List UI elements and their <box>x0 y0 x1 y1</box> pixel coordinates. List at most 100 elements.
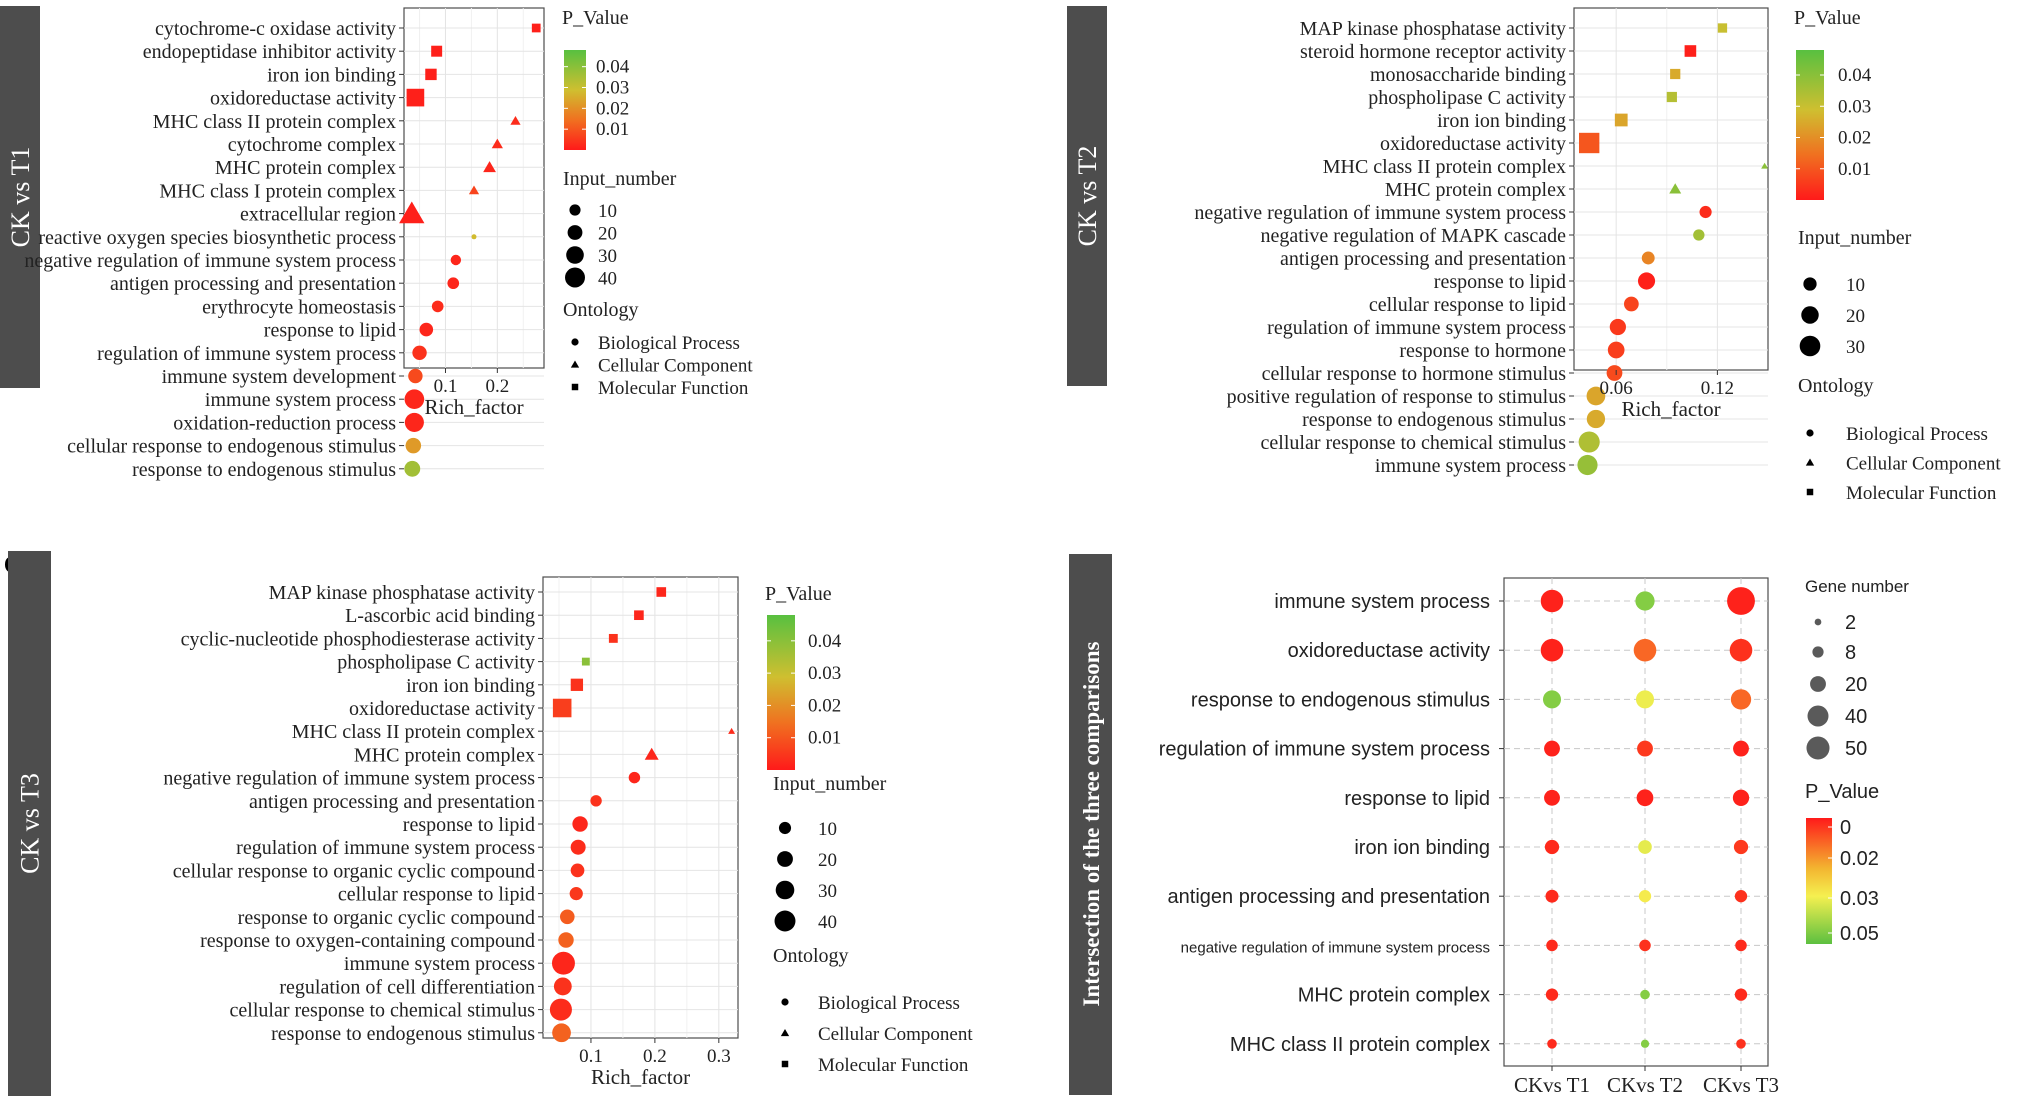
data-point <box>570 863 585 878</box>
x-axis-title: Rich_factor <box>1621 397 1720 421</box>
ontology-legend-title: Ontology <box>563 299 639 321</box>
panel-strip-label: Intersection of the three comparisons <box>1079 641 1104 1006</box>
term-label: monosaccharide binding <box>1370 64 1566 86</box>
data-point <box>1607 341 1625 359</box>
data-point <box>1669 183 1682 194</box>
data-point <box>552 1023 571 1043</box>
x-tick-label: 0.06 <box>1600 378 1633 399</box>
data-point <box>644 747 659 760</box>
data-point <box>1727 587 1755 615</box>
term-label: oxidoreductase activity <box>210 88 396 110</box>
term-label: positive regulation of response to stimu… <box>1227 386 1567 408</box>
data-point <box>1635 591 1655 611</box>
data-point <box>634 610 644 621</box>
data-point <box>1578 431 1600 453</box>
term-label: oxidation-reduction process <box>173 412 396 434</box>
size-legend-dot <box>1814 618 1822 626</box>
term-label: regulation of immune system process <box>97 343 396 365</box>
panel-strip <box>1069 554 1112 1095</box>
colorbar-tick-label: 0.03 <box>596 78 629 99</box>
data-point <box>1735 939 1747 952</box>
colorbar-tick-label: 0.04 <box>596 57 630 78</box>
colorbar-tick-label: 0.03 <box>1838 96 1871 117</box>
x-axis-title: Rich_factor <box>591 1065 690 1089</box>
term-label: iron ion binding <box>1437 110 1566 132</box>
term-label: MAP kinase phosphatase activity <box>1300 18 1566 40</box>
term-label: negative regulation of immune system pro… <box>163 768 535 790</box>
data-point <box>1586 386 1606 406</box>
p-value-colorbar <box>1806 818 1832 944</box>
x-tick-label: 0.2 <box>485 376 509 397</box>
colorbar-tick-label: 0.02 <box>808 695 841 716</box>
size-legend-dot <box>778 821 792 835</box>
colorbar-tick-label: 0.02 <box>1840 848 1879 870</box>
data-point <box>1734 890 1748 903</box>
size-legend-dot <box>1799 335 1821 357</box>
size-legend-label: 40 <box>1845 706 1867 728</box>
panel-strip <box>1067 6 1107 386</box>
term-label: response to endogenous stimulus <box>132 459 396 481</box>
term-label: immune system process <box>1274 591 1490 613</box>
size-legend-dot <box>566 246 584 264</box>
size-legend-label: 20 <box>1845 674 1867 696</box>
p-value-legend-title: P_Value <box>562 7 629 29</box>
data-point <box>1547 1038 1557 1049</box>
size-legend-label: 50 <box>1845 738 1867 760</box>
term-label: response to oxygen-containing compound <box>200 930 535 952</box>
data-point <box>412 345 427 361</box>
p-value-colorbar <box>1796 50 1824 200</box>
term-label: cellular response to hormone stimulus <box>1262 363 1567 385</box>
colorbar-tick-label: 0.05 <box>1840 923 1879 945</box>
data-point <box>491 138 503 149</box>
size-legend-dot <box>1807 705 1829 727</box>
ontology-legend-marker <box>1805 458 1815 466</box>
colorbar-tick-label: 0.02 <box>1838 128 1871 149</box>
data-point <box>1623 296 1639 312</box>
size-legend-label: 2 <box>1845 612 1856 634</box>
term-label: antigen processing and presentation <box>1280 248 1566 270</box>
ontology-legend-title: Ontology <box>773 945 849 967</box>
data-point <box>1546 939 1558 952</box>
term-label: cytochrome-c oxidase activity <box>155 18 396 40</box>
term-label: response to lipid <box>1344 788 1490 810</box>
data-point <box>560 909 575 925</box>
term-label: erythrocyte homeostasis <box>202 296 396 318</box>
size-legend-label: 30 <box>818 881 837 902</box>
ontology-legend-marker <box>780 1029 790 1037</box>
size-legend-dot <box>777 851 793 867</box>
term-label: cellular response to lipid <box>1369 294 1566 316</box>
term-label: MHC class II protein complex <box>153 111 396 133</box>
data-point <box>419 322 434 337</box>
term-label: iron ion binding <box>406 675 535 697</box>
term-label: regulation of immune system process <box>1159 739 1490 761</box>
ontology-legend-marker <box>1806 488 1814 496</box>
term-label: MAP kinase phosphatase activity <box>269 582 535 604</box>
data-point <box>431 45 443 57</box>
data-point <box>1670 68 1681 80</box>
size-legend-label: 40 <box>818 912 837 933</box>
size-legend-dot <box>775 880 795 900</box>
term-label: phospholipase C activity <box>1368 87 1566 109</box>
data-point <box>551 951 575 975</box>
term-label: negative regulation of immune system pro… <box>1194 202 1566 224</box>
data-point <box>1729 638 1753 662</box>
ontology-legend-marker <box>781 1060 789 1068</box>
term-label: extracellular region <box>240 204 396 226</box>
data-point <box>581 657 590 666</box>
panel-strip-label: CK vs T2 <box>1073 146 1102 247</box>
term-label: MHC protein complex <box>354 744 535 766</box>
term-label: endopeptidase inhibitor activity <box>143 41 396 63</box>
colorbar-tick-label: 0.04 <box>1838 65 1872 86</box>
ontology-legend-marker <box>571 383 579 391</box>
term-label: negative regulation of immune system pro… <box>1181 939 1490 956</box>
data-point <box>1606 365 1623 381</box>
term-label: response to endogenous stimulus <box>1191 689 1490 711</box>
data-point <box>1544 789 1560 806</box>
size-legend-label: 20 <box>1846 306 1865 327</box>
data-point <box>404 389 425 410</box>
term-label: iron ion binding <box>1354 837 1490 859</box>
term-label: cellular response to chemical stimulus <box>1261 432 1567 454</box>
